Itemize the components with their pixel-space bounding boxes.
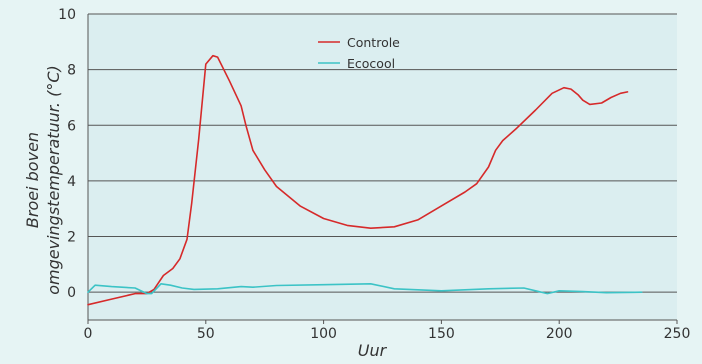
series-line-ecocool: [87, 283, 643, 295]
x-tick-label-100: 100: [310, 326, 337, 342]
y-tick-label-0: 0: [67, 285, 76, 301]
x-tick-label-200: 200: [546, 326, 573, 342]
y-axis-title-line-1: Broei boven: [23, 132, 42, 228]
y-tick-label-6: 6: [67, 118, 76, 134]
x-tick-label-250: 250: [664, 326, 691, 342]
y-tick-label-2: 2: [67, 230, 76, 246]
gridlines: [87, 13, 677, 321]
y-tick-label-4: 4: [67, 174, 76, 190]
y-tick-label-10: 10: [58, 7, 76, 23]
plot-area: [88, 14, 677, 320]
y-axis-title-line-2: omgevingstemperatuur. (°C): [44, 65, 63, 295]
series-lines: [87, 54, 643, 306]
legend: Controle Ecocool: [318, 35, 400, 71]
y-tick-label-8: 8: [67, 63, 76, 79]
x-tick-label-0: 0: [84, 326, 93, 342]
x-tick-label-50: 50: [197, 326, 215, 342]
x-tick-label-150: 150: [428, 326, 455, 342]
x-axis-title: Uur: [358, 341, 388, 360]
legend-label-controle: Controle: [347, 35, 400, 50]
series-line-controle: [87, 54, 629, 306]
legend-label-ecocool: Ecocool: [347, 56, 395, 71]
